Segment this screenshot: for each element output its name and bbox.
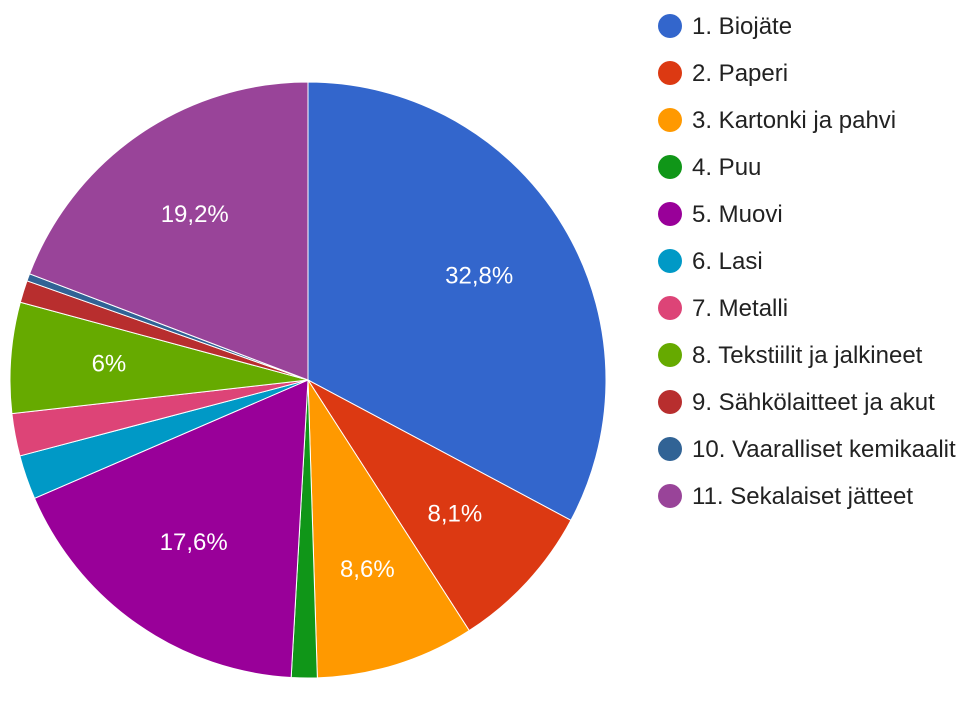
legend-swatch <box>658 437 682 461</box>
legend-swatch <box>658 61 682 85</box>
legend-label: 7. Metalli <box>692 295 789 322</box>
slice-label: 8,1% <box>427 501 482 528</box>
legend-item: 11. Sekalaiset jätteet <box>658 473 976 520</box>
legend-label: 3. Kartonki ja pahvi <box>692 107 897 134</box>
legend-item: 8. Tekstiilit ja jalkineet <box>658 332 976 379</box>
legend-label: 10. Vaaralliset kemikaalit <box>692 436 956 463</box>
chart: 32,8% 8,1% 8,6% 17,6% 6% 19,2% <box>9 81 607 679</box>
legend-swatch <box>658 390 682 414</box>
legend-label: 4. Puu <box>692 154 762 181</box>
pie-slice <box>306 378 572 632</box>
slice-label: 17,6% <box>160 529 228 556</box>
legend-label: 6. Lasi <box>692 248 763 275</box>
legend-item: 5. Muovi <box>658 191 976 238</box>
legend-swatch <box>658 343 682 367</box>
legend-item: 7. Metalli <box>658 285 976 332</box>
slice-label: 32,8% <box>445 263 513 290</box>
pie-slice <box>33 379 309 679</box>
slice-label: 19,2% <box>161 201 229 228</box>
slice-label: 6% <box>92 350 127 377</box>
legend-item: 2. Paperi <box>658 50 976 97</box>
legend-swatch <box>658 296 682 320</box>
legend-swatch <box>658 155 682 179</box>
legend-label: 8. Tekstiilit ja jalkineet <box>692 342 923 369</box>
legend-item: 1. Biojäte <box>658 3 976 50</box>
slice-label: 8,6% <box>340 556 395 583</box>
pie-slice <box>307 378 470 679</box>
legend-label: 1. Biojäte <box>692 13 793 40</box>
legend: 1. Biojäte 2. Paperi 3. Kartonki ja pahvi 4… <box>658 3 976 520</box>
legend-swatch <box>658 484 682 508</box>
legend-label: 9. Sähkölaitteet ja akut <box>692 389 935 416</box>
legend-swatch <box>658 202 682 226</box>
legend-item: 4. Puu <box>658 144 976 191</box>
pie-slice <box>28 81 309 381</box>
legend-item: 10. Vaaralliset kemikaalit <box>658 426 976 473</box>
legend-item: 3. Kartonki ja pahvi <box>658 97 976 144</box>
legend-label: 11. Sekalaiset jätteet <box>692 483 914 510</box>
legend-swatch <box>658 249 682 273</box>
legend-swatch <box>658 14 682 38</box>
pie-slice <box>307 81 607 521</box>
legend-label: 5. Muovi <box>692 201 783 228</box>
legend-item: 6. Lasi <box>658 238 976 285</box>
legend-item: 9. Sähkölaitteet ja akut <box>658 379 976 426</box>
legend-label: 2. Paperi <box>692 60 789 87</box>
legend-swatch <box>658 108 682 132</box>
